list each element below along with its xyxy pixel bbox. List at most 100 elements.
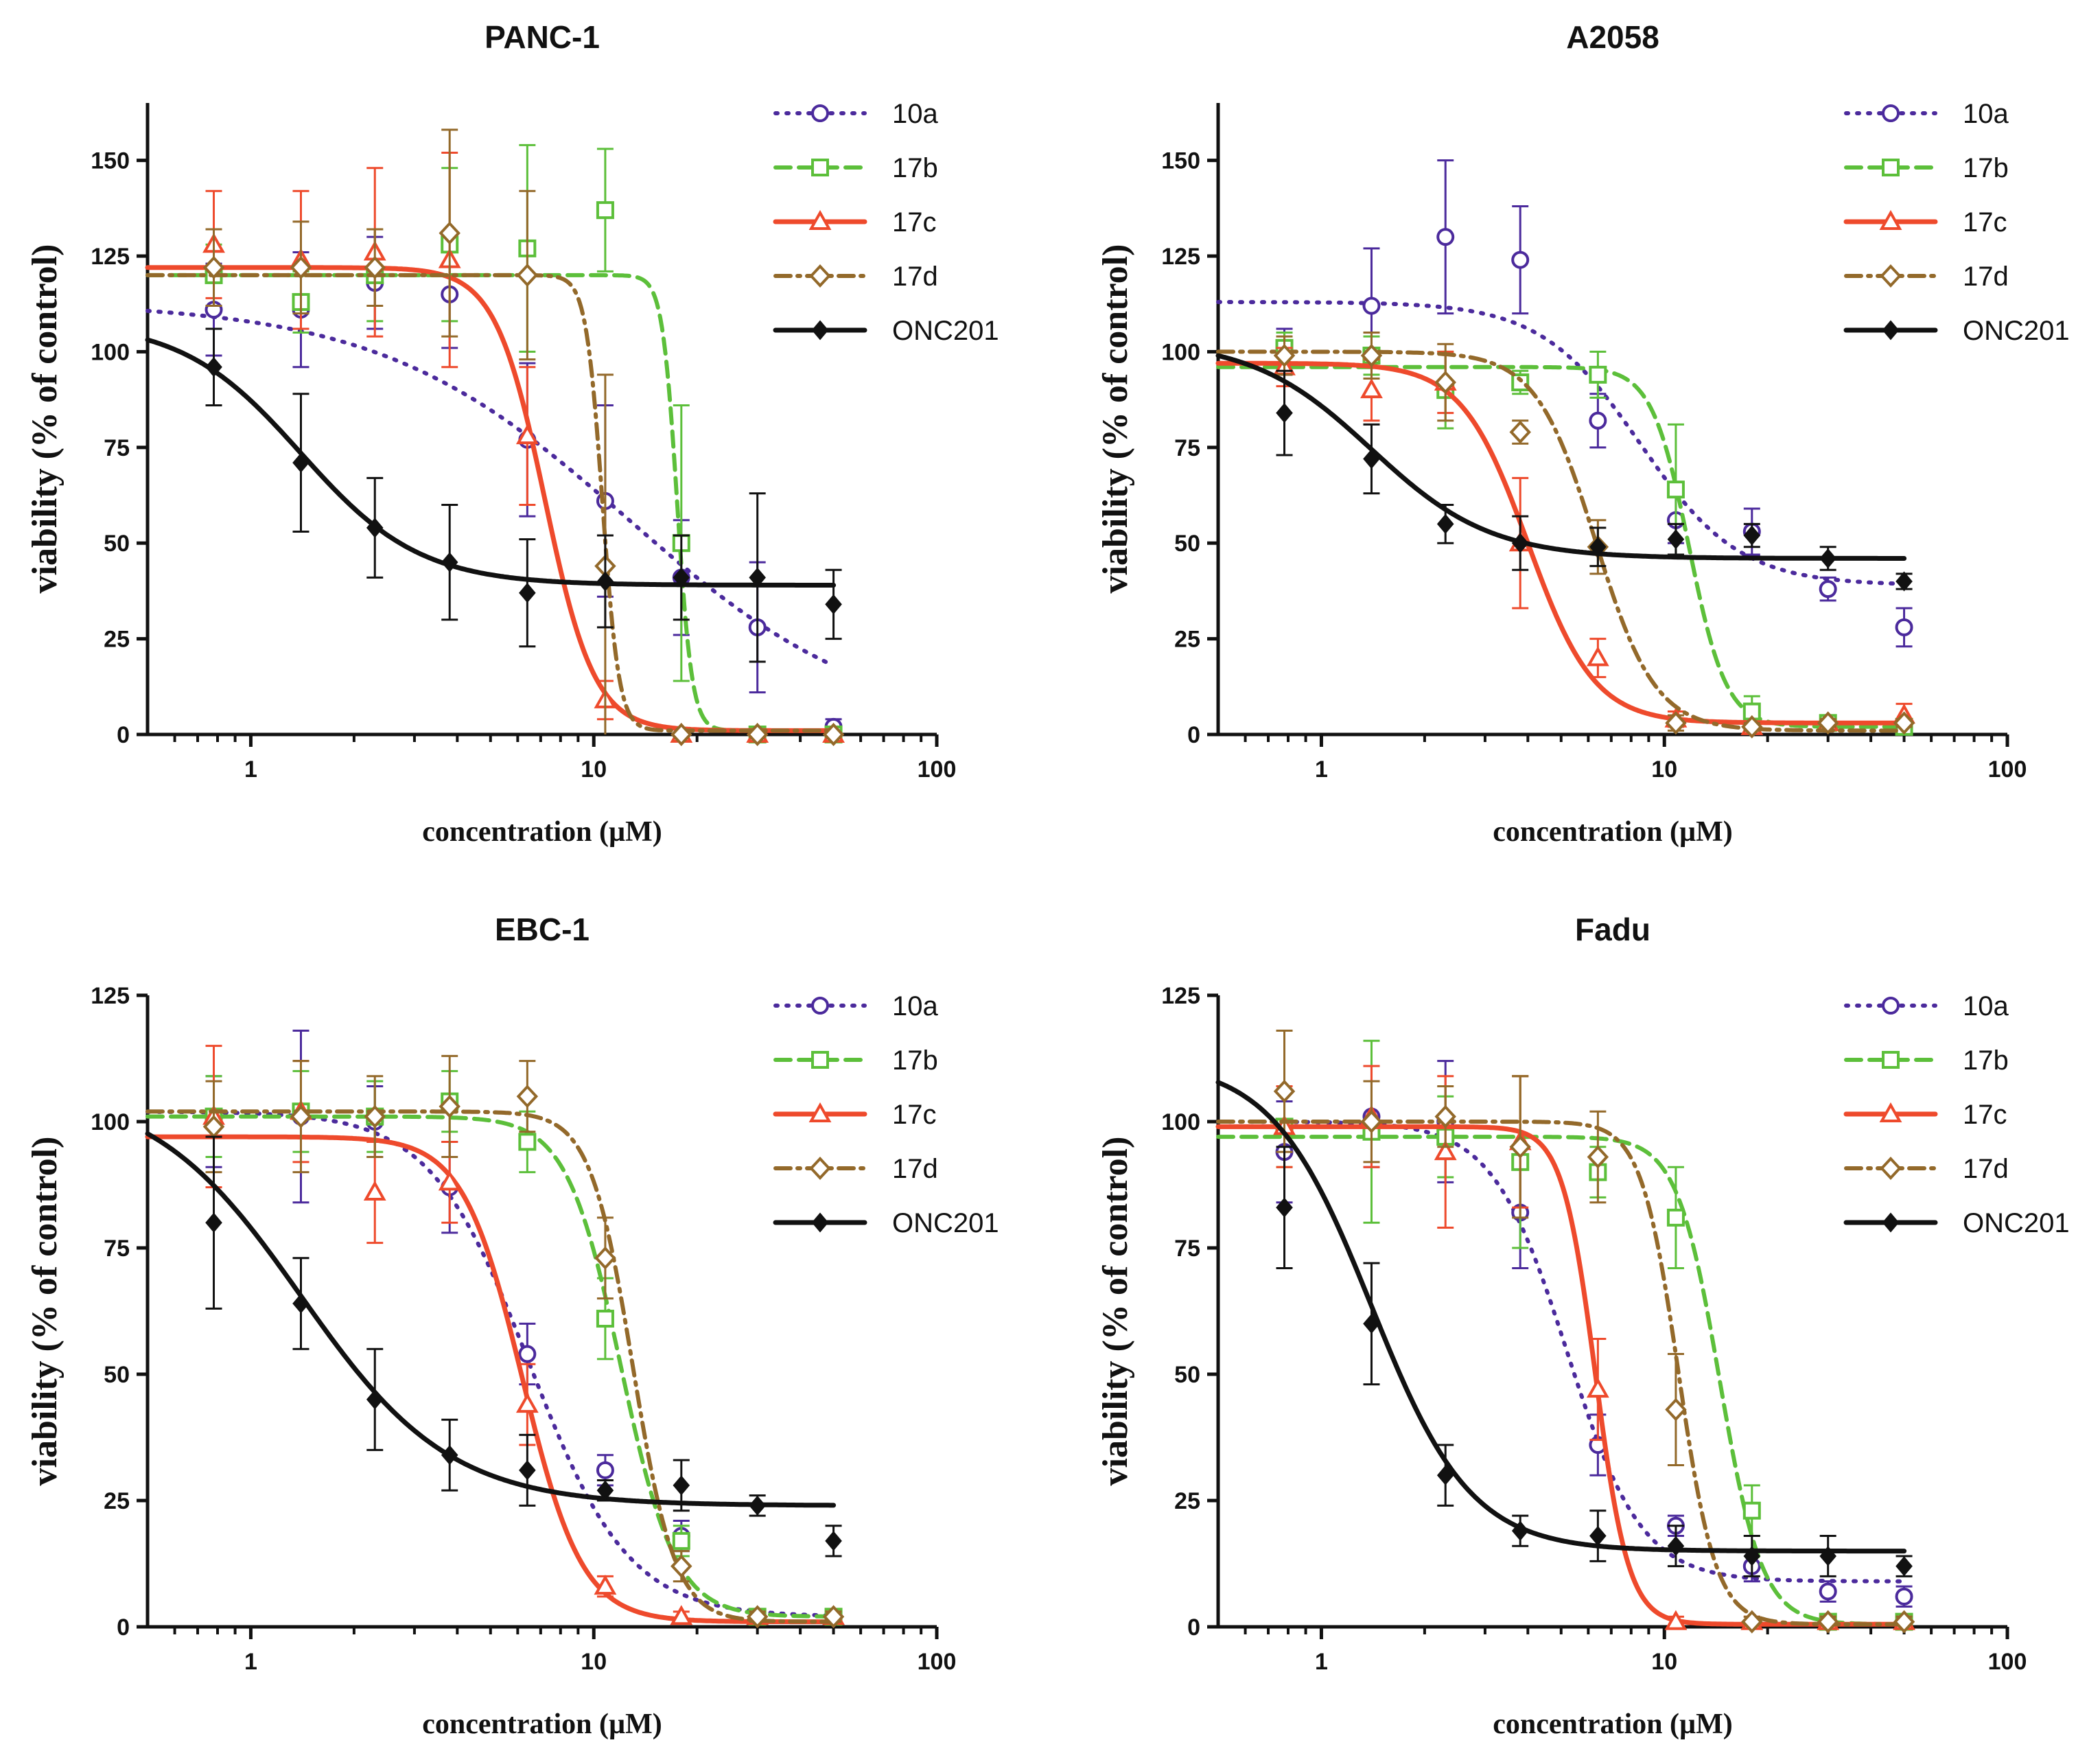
data-point-onc201 [825,1531,842,1551]
data-point-onc201 [1436,1465,1454,1485]
legend-marker-17c [1879,1102,1902,1122]
legend-label: 10a [1963,99,2009,129]
fit-curve-17b [145,273,836,733]
x-tick-label: 10 [581,1649,607,1675]
x-tick-label: 100 [918,756,957,783]
legend-label: 10a [892,99,938,129]
fit-curve-17c [1215,1124,1907,1627]
data-point-17d [1893,1610,1915,1634]
series-onc201 [1215,353,1913,592]
data-point-onc201 [366,1389,384,1410]
data-point-17d [746,723,769,746]
legend-marker-17c [808,1102,832,1122]
legend-marker-10a [1882,104,1900,122]
data-point-17c [515,1393,539,1413]
fit-curve-17b [1216,1135,1906,1627]
legend: 10a 17b 17c 17d ONC201 [1843,99,2070,346]
y-axis-label: viability (% of control) [25,244,65,594]
data-point-10a [1895,618,1913,636]
x-tick-label: 10 [581,756,607,783]
data-point-onc201 [519,583,536,603]
data-point-17d [1273,1079,1296,1103]
data-point-10a [1819,1582,1837,1601]
data-point-10a [596,1461,614,1479]
y-tick-label: 0 [117,1614,130,1641]
data-point-17c [1360,378,1383,399]
fit-curve-17d [145,1109,836,1624]
series-17b [145,143,843,743]
legend-label: 17b [1963,1045,2009,1076]
data-point-17c [515,424,539,445]
chart-panel-a2058: A2058 0 25 50 75 100 125 150 1 10 100 concentration… [1096,19,2070,848]
legend-label: 10a [892,991,938,1021]
legend-label: 17b [1963,153,2009,183]
data-point-onc201 [1589,1525,1607,1547]
series-10a [1216,159,1913,648]
legend-marker-17b [811,1051,829,1069]
y-axis-label: viability (% of control) [1096,244,1135,594]
data-point-onc201 [292,452,310,473]
data-point-onc201 [749,1495,766,1516]
x-tick-label: 100 [918,1649,957,1675]
data-point-17d [670,723,692,746]
fit-curve-onc201 [1215,353,1907,561]
series-10a [1216,1060,1913,1608]
data-point-17d [1509,420,1531,444]
data-point-17b [596,1310,614,1328]
legend-marker-17b [811,159,829,176]
data-point-17c [1434,1140,1457,1161]
y-tick-label: 100 [91,339,130,365]
data-point-onc201 [366,518,384,538]
data-point-17d [1665,1398,1687,1422]
y-tick-label: 100 [91,1109,130,1135]
data-point-17d [1273,344,1296,367]
legend-label: ONC201 [892,316,999,346]
series-17d [145,128,845,746]
data-point-17c [1586,1378,1609,1398]
legend: 10a 17b 17c 17d ONC201 [773,99,999,346]
legend-label: ONC201 [1963,1208,2070,1238]
y-tick-label: 75 [1174,435,1200,461]
y-tick-label: 100 [1161,1109,1200,1135]
fit-curve-10a [145,308,836,668]
x-axis-label: concentration (µM) [1493,1709,1733,1740]
data-point-17d [364,1104,386,1128]
series-17c [1215,1065,1915,1630]
data-point-onc201 [205,357,222,378]
data-point-17b [672,1531,690,1550]
data-point-17d [1817,1610,1839,1634]
x-axis-label: concentration (µM) [1493,816,1733,848]
fit-curve-onc201 [145,1131,837,1508]
data-point-10a [1436,228,1455,246]
data-point-10a [1819,580,1837,599]
series-onc201 [1215,1080,1913,1577]
series-17c [145,1045,845,1625]
data-point-17d [1741,715,1763,739]
x-axis-label: concentration (µM) [422,1709,662,1740]
legend-label: 17d [892,1154,938,1184]
x-tick-label: 1 [244,1649,257,1675]
y-tick-label: 50 [1174,531,1200,557]
data-point-onc201 [1276,403,1293,424]
data-point-17d [1509,1135,1531,1159]
y-axis-label: viability (% of control) [1096,1137,1135,1486]
data-point-17d [1893,711,1915,735]
data-point-17c [438,1170,461,1191]
series-17b [1216,332,1913,736]
data-point-17d [1665,711,1687,735]
legend-label: 17d [892,262,938,292]
data-point-17d [1817,711,1839,735]
y-tick-label: 125 [91,244,130,270]
data-point-onc201 [1743,525,1761,546]
legend-marker-onc201 [1882,320,1900,340]
data-point-17d [1434,371,1456,394]
legend-label: 17b [892,1045,938,1076]
legend-marker-17c [1879,209,1902,230]
data-point-onc201 [1667,1536,1685,1556]
fit-curve-onc201 [145,337,837,588]
y-tick-label: 25 [104,627,130,653]
legend-marker-17d [1880,1157,1902,1180]
series-17c [145,151,845,743]
y-tick-label: 50 [104,1362,130,1388]
data-point-10a [1895,1587,1913,1606]
